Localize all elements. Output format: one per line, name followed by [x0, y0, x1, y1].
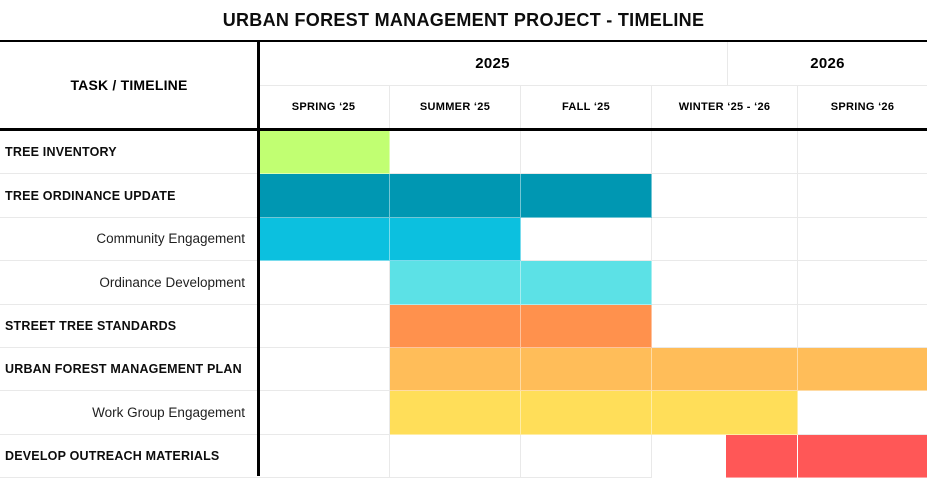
task-label: Ordinance Development — [0, 261, 258, 305]
empty-cell — [798, 305, 927, 348]
task-row: Work Group Engagement — [0, 391, 927, 435]
corner-header: TASK / TIMELINE — [70, 77, 188, 93]
task-row: DEVELOP OUTREACH MATERIALS — [0, 434, 927, 478]
season-header-1: SUMMER ‘25 — [390, 86, 521, 128]
task-label: STREET TREE STANDARDS — [0, 305, 258, 348]
task-label: Work Group Engagement — [0, 391, 258, 435]
empty-cell — [652, 304, 798, 348]
gantt-bar-cell — [521, 174, 652, 218]
task-label: TREE INVENTORY — [0, 131, 258, 175]
timeline-table: TASK / TIMELINE 2025 2026 SPRING ‘25 SUMME… — [0, 40, 927, 478]
gantt-bar-cell — [390, 347, 521, 392]
gantt-bar-cell — [521, 391, 652, 435]
season-header-row: SPRING ‘25 SUMMER ‘25 FALL ‘25 WINTER ‘25 -… — [258, 86, 927, 128]
empty-cell — [652, 217, 798, 262]
season-header-4: SPRING ‘26 — [830, 101, 895, 113]
task-label: Community Engagement — [0, 218, 258, 262]
empty-cell — [258, 434, 390, 478]
gantt-bar-cell — [798, 347, 927, 392]
empty-cell — [652, 131, 798, 175]
season-header-0: SPRING ‘25 — [258, 86, 390, 128]
gantt-bar-cell — [652, 391, 798, 435]
task-label: TREE ORDINANCE UPDATE — [0, 174, 258, 218]
season-header-3: WINTER ‘25 - ‘26 — [652, 86, 798, 128]
gantt-bar-cell — [390, 217, 521, 262]
task-column-divider — [257, 42, 260, 476]
task-label: DEVELOP OUTREACH MATERIALS — [0, 435, 258, 478]
table-body: TREE INVENTORY TREE ORDINANCE UPDATE Commu… — [0, 131, 927, 478]
table-header: TASK / TIMELINE 2025 2026 SPRING ‘25 SUMME… — [0, 42, 927, 131]
empty-cell — [798, 261, 927, 305]
empty-cell — [521, 217, 652, 262]
empty-cell — [798, 174, 927, 218]
empty-cell — [258, 347, 390, 392]
empty-cell — [521, 434, 652, 478]
gantt-bar-cell — [521, 304, 652, 348]
empty-cell — [258, 261, 390, 305]
task-row: URBAN FOREST MANAGEMENT PLAN — [0, 347, 927, 392]
gantt-bar-cell — [390, 261, 521, 305]
empty-cell — [652, 174, 798, 218]
year-header-row: 2025 2026 — [258, 42, 927, 86]
page-title: URBAN FOREST MANAGEMENT PROJECT - TIMELI… — [222, 9, 705, 30]
empty-cell — [258, 304, 390, 348]
task-row: Ordinance Development — [0, 261, 927, 305]
gantt-bar-cell — [258, 174, 390, 218]
gantt-bar-cell — [652, 347, 798, 392]
empty-cell — [652, 261, 798, 305]
empty-cell — [390, 434, 521, 478]
year-header-2025: 2025 — [258, 42, 728, 86]
empty-cell — [390, 131, 521, 175]
gantt-bar-cell — [390, 174, 521, 218]
empty-cell — [521, 131, 652, 175]
gantt-bar-cell — [521, 261, 652, 305]
gantt-bar-cell — [521, 347, 652, 392]
gantt-bar-cell — [390, 304, 521, 348]
empty-cell — [798, 218, 927, 262]
season-header-2: FALL ‘25 — [521, 86, 652, 128]
gantt-bar-cell — [390, 391, 521, 435]
gantt-bar-cell — [652, 434, 798, 478]
empty-cell — [258, 391, 390, 435]
gantt-bar-cell — [798, 434, 927, 478]
task-row: TREE ORDINANCE UPDATE — [0, 174, 927, 218]
empty-cell — [798, 391, 927, 435]
task-row: TREE INVENTORY — [0, 131, 927, 175]
task-label: URBAN FOREST MANAGEMENT PLAN — [0, 348, 258, 392]
empty-cell — [798, 131, 927, 175]
year-header-2026: 2026 — [728, 42, 927, 86]
gantt-bar-cell — [258, 131, 390, 175]
task-row: Community Engagement — [0, 217, 927, 262]
task-row: STREET TREE STANDARDS — [0, 304, 927, 348]
timeline-header: 2025 2026 SPRING ‘25 SUMMER ‘25 FALL ‘25 WIN… — [258, 42, 927, 128]
gantt-bar-cell — [258, 217, 390, 262]
